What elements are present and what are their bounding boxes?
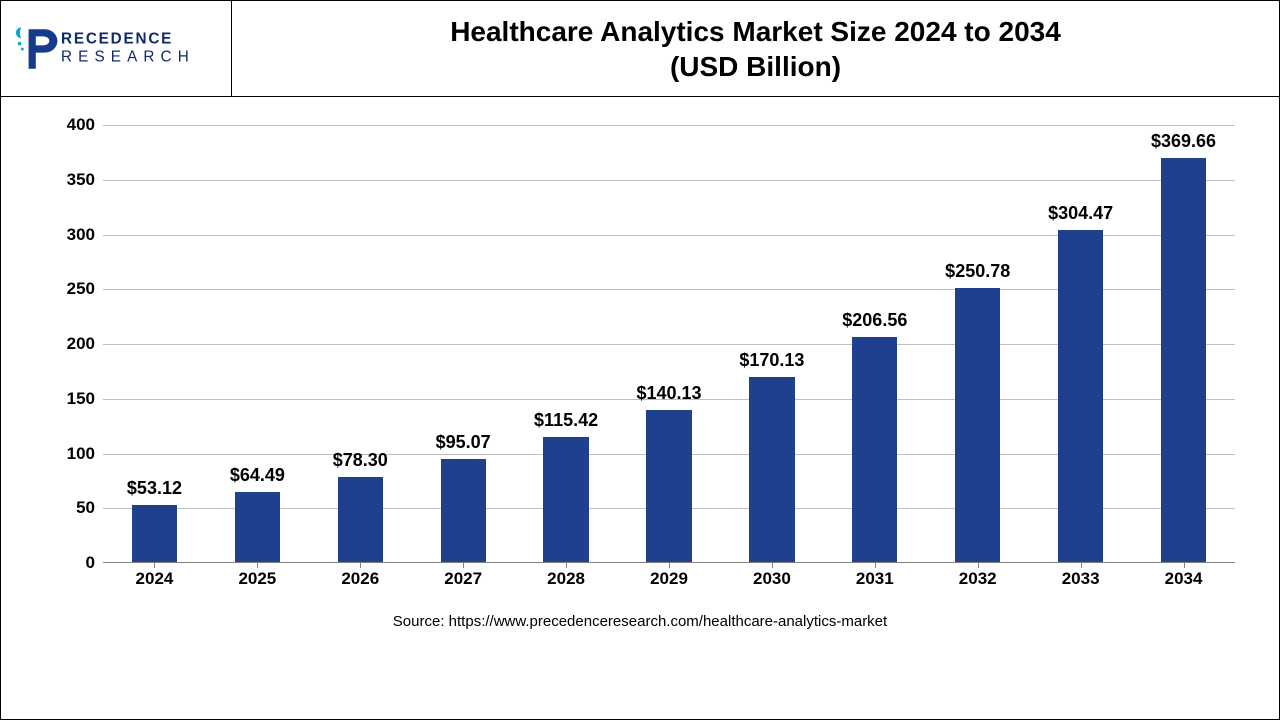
data-label: $115.42 <box>534 410 598 431</box>
bar <box>338 477 383 563</box>
bar <box>955 288 1000 563</box>
data-label: $369.66 <box>1151 131 1216 152</box>
y-tick-label: 200 <box>67 334 95 354</box>
brand-logo: RECEDENCE RESEARCH <box>1 2 231 96</box>
bar <box>749 377 794 563</box>
x-axis-labels: 2024 2025 2026 2027 2028 2029 2030 2031 2032 2033… <box>103 563 1235 593</box>
y-tick-label: 150 <box>67 389 95 409</box>
x-tick-label: 2027 <box>444 569 482 589</box>
data-label: $53.12 <box>127 478 182 499</box>
header-band: RECEDENCE RESEARCH Healthcare Analytics … <box>1 1 1279 97</box>
y-tick-label: 350 <box>67 170 95 190</box>
bar <box>1058 230 1103 563</box>
bar <box>1161 158 1206 563</box>
y-tick-label: 50 <box>76 498 95 518</box>
title-wrap: Healthcare Analytics Market Size 2024 to… <box>231 1 1279 96</box>
data-label: $170.13 <box>739 350 804 371</box>
x-tick-label: 2031 <box>856 569 894 589</box>
data-label: $140.13 <box>636 383 701 404</box>
source-url: https://www.precedenceresearch.com/healt… <box>449 613 888 630</box>
y-tick-label: 300 <box>67 225 95 245</box>
chart-title-line1: Healthcare Analytics Market Size 2024 to… <box>450 14 1061 49</box>
y-tick-label: 400 <box>67 115 95 135</box>
bar <box>235 492 280 563</box>
svg-text:RESEARCH: RESEARCH <box>61 48 195 65</box>
bars-layer: $53.12 $64.49 $78.30 $95.07 $115.42 $140.13 $1… <box>103 125 1235 563</box>
data-label: $304.47 <box>1048 203 1113 224</box>
y-tick-label: 250 <box>67 279 95 299</box>
x-tick-label: 2030 <box>753 569 791 589</box>
plot-box: 050100150200250300350400 $53.12$64.49$78… <box>45 125 1235 593</box>
chart-area: 0 50 100 150 200 250 300 350 400 $53.12 $64.49 $78… <box>1 97 1279 657</box>
data-label: $250.78 <box>945 261 1010 282</box>
y-tick-label: 100 <box>67 444 95 464</box>
bar <box>646 410 691 563</box>
bar <box>441 459 486 563</box>
data-label: $64.49 <box>230 465 285 486</box>
precedence-research-logo-icon: RECEDENCE RESEARCH <box>15 22 215 76</box>
x-tick-label: 2028 <box>547 569 585 589</box>
data-label: $78.30 <box>333 450 388 471</box>
source-prefix: Source: <box>393 613 449 630</box>
chart-title-line2: (USD Billion) <box>670 49 841 84</box>
x-tick-label: 2034 <box>1165 569 1203 589</box>
y-tick-label: 0 <box>86 553 95 573</box>
source-citation: Source: https://www.precedenceresearch.c… <box>45 613 1235 630</box>
bar <box>852 337 897 563</box>
chart-container: RECEDENCE RESEARCH Healthcare Analytics … <box>0 0 1280 720</box>
y-axis: 050100150200250300350400 <box>45 125 103 593</box>
x-tick-label: 2025 <box>238 569 276 589</box>
x-tick-label: 2029 <box>650 569 688 589</box>
x-tick-label: 2024 <box>136 569 174 589</box>
bar <box>543 437 588 563</box>
x-tick-label: 2026 <box>341 569 379 589</box>
bar <box>132 505 177 563</box>
x-tick-label: 2032 <box>959 569 997 589</box>
grid-area: $53.12 $64.49 $78.30 $95.07 $115.42 $140.13 $1… <box>103 125 1235 563</box>
data-label: $95.07 <box>436 432 491 453</box>
x-tick-label: 2033 <box>1062 569 1100 589</box>
data-label: $206.56 <box>842 310 907 331</box>
svg-text:RECEDENCE: RECEDENCE <box>61 30 173 47</box>
